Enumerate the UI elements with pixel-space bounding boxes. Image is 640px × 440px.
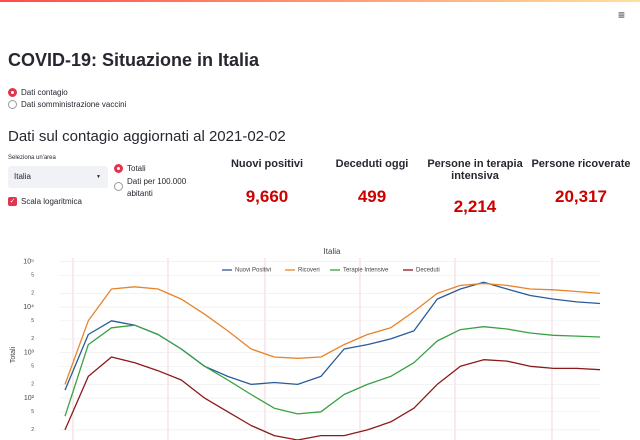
chart-title: Italia <box>324 247 341 256</box>
y-tick-label: 2 <box>31 382 34 388</box>
y-tick-label: 2 <box>31 427 34 433</box>
y-tick-label: 5 <box>31 409 34 415</box>
y-tick-label: 5 <box>31 273 34 279</box>
page-title: COVID-19: Situazione in Italia <box>8 50 260 70</box>
x-grid <box>72 258 553 440</box>
menu-icon[interactable]: ≡ <box>618 8 626 22</box>
metric-value: 2,214 <box>453 197 497 216</box>
series-line <box>64 324 600 417</box>
select-label: Seleziona un'area <box>8 155 56 161</box>
radio-label: Dati per 100.000 abitanti <box>127 177 187 198</box>
radio-option[interactable]: Dati contagio <box>8 88 68 97</box>
radio-label: Dati contagio <box>21 88 68 97</box>
series-line <box>64 356 600 440</box>
series-line <box>64 282 600 385</box>
plot-lines <box>64 281 600 440</box>
section-heading: Dati sul contagio aggiornati al 2021-02-… <box>8 128 286 145</box>
legend-label: Nuovi Positivi <box>235 268 271 274</box>
metric-label: Persone ricoverate <box>531 158 631 170</box>
area-select[interactable]: Italia ▼ <box>8 166 108 188</box>
chart: Italia Totali 10⁵ 5 2 10⁴ 5 2 10³ 5 2 10² 5 2 Nuovi … <box>10 247 600 440</box>
radio-label: Totali <box>127 164 146 173</box>
y-tick-label: 10³ <box>24 349 35 356</box>
y-tick-label: 2 <box>31 336 34 342</box>
y-tick-label: 2 <box>31 291 34 297</box>
checkbox[interactable]: ✓ Scala logaritmica <box>8 197 82 206</box>
y-axis-label: Totali <box>10 346 17 363</box>
metric-label: Nuovi positivi <box>230 158 304 170</box>
legend-label: Ricoveri <box>298 268 320 274</box>
y-tick-label: 5 <box>31 318 34 324</box>
select-value: Italia <box>14 172 31 181</box>
radio-option[interactable]: Dati somministrazione vaccini <box>8 100 126 109</box>
y-tick-label: 10² <box>24 395 35 402</box>
metric-value: 9,660 <box>245 187 289 206</box>
metric-label: Persone in terapia intensiva <box>427 158 523 182</box>
series-line <box>64 281 600 391</box>
radio-option[interactable]: Dati per 100.000 abitanti <box>114 176 204 200</box>
y-tick-label: 10⁴ <box>23 304 34 311</box>
metric-value: 499 <box>357 187 387 206</box>
checkbox-label: Scala logaritmica <box>21 197 82 206</box>
top-bar <box>0 0 640 2</box>
metric-value: 20,317 <box>555 187 607 206</box>
metric-label: Deceduti oggi <box>335 158 409 170</box>
radio-label: Dati somministrazione vaccini <box>21 100 127 109</box>
y-tick-label: 5 <box>31 364 34 370</box>
y-tick-label: 10⁵ <box>23 258 34 265</box>
legend-label: Terapie Intensive <box>343 268 389 274</box>
legend-label: Deceduti <box>416 268 440 274</box>
radio-option[interactable]: Totali <box>114 164 146 173</box>
